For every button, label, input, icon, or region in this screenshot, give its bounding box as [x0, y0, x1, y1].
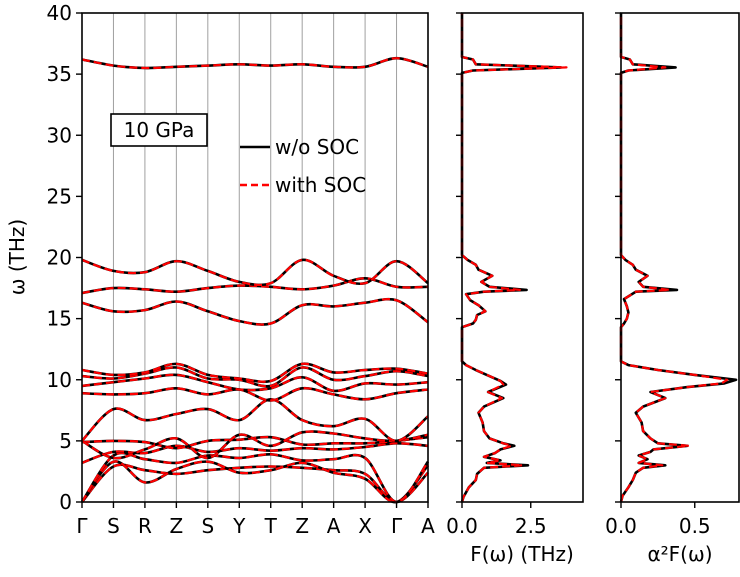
dos-x-axis-label: F(ω) (THz): [470, 542, 574, 566]
dos-panel: 0.0 2.5 F(ω) (THz): [446, 12, 584, 566]
a2f-ticks: 0.0 0.5: [605, 12, 711, 538]
dispersion-frame: [81, 12, 429, 503]
x-tick-label: Γ: [76, 514, 88, 538]
y-tick-label: 10: [47, 368, 72, 392]
x-tick-label: T: [264, 514, 278, 538]
branch-with-soc: [81, 460, 429, 504]
branch-with-soc: [81, 435, 429, 450]
a2f-curves: [619, 13, 738, 503]
branch-with-soc: [81, 398, 429, 443]
y-tick-label: 30: [47, 123, 72, 147]
y-tick-label: 40: [47, 1, 72, 25]
annotation-pressure: 10 GPa: [124, 118, 195, 142]
dispersion-curves: [80, 56, 430, 504]
x-tick-label: Z: [295, 514, 309, 538]
branch-with-soc: [81, 451, 429, 504]
branch-with-soc: [81, 258, 429, 287]
x-tick-label: 2.5: [515, 514, 547, 538]
a2f-frame: [620, 12, 740, 503]
x-tick-label: Γ: [391, 514, 403, 538]
x-tick-label: S: [201, 514, 214, 538]
annotation-frame: [110, 113, 208, 147]
x-tick-label: A: [421, 514, 435, 538]
dos-ticks: 0.0 2.5: [446, 12, 547, 538]
dos-frame: [461, 12, 584, 503]
curve-with-soc: [460, 13, 568, 503]
curve-wo-soc: [460, 13, 563, 503]
dos-curves: [460, 13, 568, 503]
branch-with-soc: [81, 373, 429, 392]
y-tick-label: 35: [47, 62, 72, 86]
branch-wo-soc: [81, 397, 429, 443]
y-tick-label: 0: [59, 490, 72, 514]
x-tick-label: Y: [232, 514, 246, 538]
curve-with-soc: [619, 13, 729, 503]
y-tick-label: 15: [47, 307, 72, 331]
x-tick-label: R: [138, 514, 152, 538]
x-tick-label: S: [107, 514, 120, 538]
legend-label-with-soc: with SOC: [275, 173, 366, 197]
legend: w/o SOC with SOC: [240, 135, 366, 197]
x-tick-label: 0.0: [605, 514, 637, 538]
curve-wo-soc: [619, 13, 738, 503]
branch-with-soc: [81, 430, 429, 460]
y-axis-label: ω (THz): [5, 219, 29, 295]
annotation-box: 10 GPa: [110, 113, 208, 147]
a2f-x-axis-label: α²F(ω): [647, 542, 712, 566]
branch-with-soc: [81, 387, 429, 402]
y-tick-label: 25: [47, 184, 72, 208]
legend-label-wo-soc: w/o SOC: [275, 135, 359, 159]
branch-with-soc: [81, 57, 429, 70]
a2f-panel: 0.0 0.5 α²F(ω): [605, 12, 740, 566]
y-tick-label: 20: [47, 246, 72, 270]
x-tick-label: Z: [170, 514, 184, 538]
x-tick-label: 0.5: [679, 514, 711, 538]
branch-with-soc: [81, 442, 429, 464]
x-tick-label: A: [327, 514, 341, 538]
high-symmetry-lines: [112, 13, 398, 502]
branch-with-soc: [81, 298, 429, 326]
x-tick-label: X: [358, 514, 372, 538]
branch-with-soc: [81, 362, 429, 383]
branch-wo-soc: [80, 451, 430, 504]
y-tick-label: 5: [59, 429, 72, 453]
x-tick-label: 0.0: [446, 514, 478, 538]
branch-with-soc: [81, 463, 429, 504]
